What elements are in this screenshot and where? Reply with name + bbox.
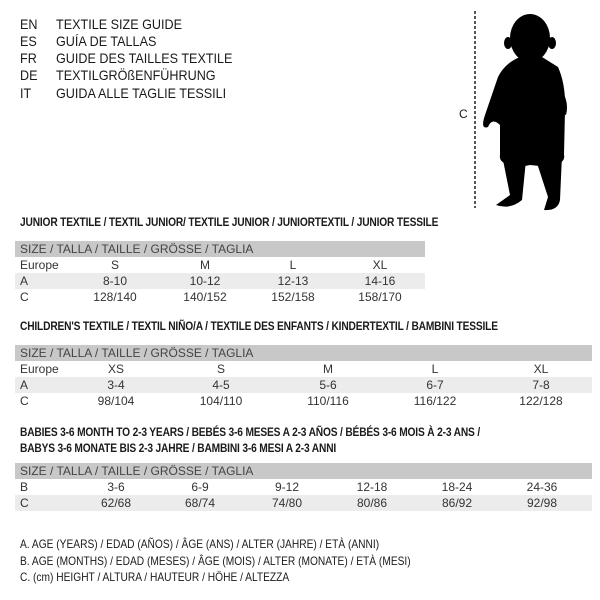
table-cell: 62/68	[100, 496, 132, 510]
table-cell: 158/170	[358, 290, 402, 304]
table-cell: 74/80	[271, 496, 303, 510]
table-cell: 6-7	[426, 378, 444, 392]
table-cell: 152/158	[271, 290, 315, 304]
table-cell: XL	[372, 258, 388, 272]
table-row: A 8-10 10-12 12-13 14-16	[15, 273, 425, 289]
table-cell: 4-5	[212, 378, 230, 392]
table-cell: 12-13	[277, 274, 309, 288]
junior-size-table: SIZE / TALLA / TAILLE / GRÖSSE / TAGLIA …	[15, 241, 425, 305]
table-cell: 92/98	[526, 496, 558, 510]
table-cell: L	[431, 362, 439, 376]
table-row: Europe S M L XL	[15, 257, 425, 273]
table-cell: 68/74	[184, 496, 216, 510]
height-label: C	[459, 107, 468, 121]
table-cell: 110/116	[307, 394, 349, 408]
table-cell: S	[110, 258, 120, 272]
children-size-table: SIZE / TALLA / TAILLE / GRÖSSE / TAGLIA …	[15, 345, 592, 409]
table-cell: 140/152	[183, 290, 227, 304]
table-row: A 3-4 4-5 5-6 6-7 7-8	[15, 377, 592, 393]
junior-title: JUNIOR TEXTILE / TEXTIL JUNIOR/ TEXTILE …	[20, 215, 439, 229]
table-cell: 122/128	[519, 394, 563, 408]
table-cell: 104/110	[199, 394, 243, 408]
row-label: C	[20, 496, 29, 510]
header-es: ES GUÍA DE TALLAS	[20, 33, 157, 49]
legend-b: B. AGE (MONTHS) / EDAD (MESES) / ÂGE (MO…	[20, 554, 411, 568]
table-cell: 7-8	[532, 378, 550, 392]
row-label: B	[20, 480, 29, 494]
row-label: C	[20, 394, 29, 408]
baby-silhouette-icon	[474, 11, 567, 211]
row-label: Europe	[20, 362, 59, 376]
table-header: SIZE / TALLA / TAILLE / GRÖSSE / TAGLIA	[15, 345, 592, 361]
table-row: C 128/140 140/152 152/158 158/170	[15, 289, 425, 305]
row-label: Europe	[20, 258, 59, 272]
table-cell: XL	[533, 362, 549, 376]
legend-c: C. (cm) HEIGHT / ALTURA / HAUTEUR / HÖHE…	[20, 570, 290, 584]
table-cell: 12-18	[356, 480, 388, 494]
babies-title-line2: BABYS 3-6 MONATE BIS 2-3 JAHRE / BAMBINI…	[20, 441, 337, 455]
table-cell: 8-10	[102, 274, 128, 288]
header-fr: FR GUIDE DES TAILLES TEXTILE	[20, 50, 233, 66]
table-cell: 18-24	[441, 480, 473, 494]
table-cell: 80/86	[356, 496, 388, 510]
table-cell: 116/122	[413, 394, 457, 408]
table-cell: M	[200, 258, 210, 272]
table-cell: 10-12	[189, 274, 221, 288]
table-cell: XS	[107, 362, 125, 376]
babies-title-line1: BABIES 3-6 MONTH TO 2-3 YEARS / BEBÉS 3-…	[20, 425, 481, 439]
row-label: A	[20, 274, 29, 288]
table-cell: 6-9	[191, 480, 209, 494]
table-cell: 86/92	[441, 496, 473, 510]
table-header: SIZE / TALLA / TAILLE / GRÖSSE / TAGLIA	[15, 463, 592, 479]
legend-a: A. AGE (YEARS) / EDAD (AÑOS) / ÂGE (ANS)…	[20, 537, 380, 551]
table-cell: 3-6	[107, 480, 125, 494]
header-de: DE TEXTILGRÖßENFÜHRUNG	[20, 67, 216, 83]
header-it: IT GUIDA ALLE TAGLIE TESSILI	[20, 85, 227, 101]
babies-size-table: SIZE / TALLA / TAILLE / GRÖSSE / TAGLIA …	[15, 463, 592, 511]
children-title: CHILDREN'S TEXTILE / TEXTIL NIÑO/A / TEX…	[20, 319, 498, 333]
table-cell: 5-6	[319, 378, 337, 392]
table-cell: 3-4	[107, 378, 125, 392]
table-cell: 14-16	[364, 274, 396, 288]
table-header: SIZE / TALLA / TAILLE / GRÖSSE / TAGLIA	[15, 241, 425, 257]
table-row: C 98/104 104/110 110/116 116/122 122/128	[15, 393, 592, 409]
table-cell: 128/140	[93, 290, 137, 304]
row-label: C	[20, 290, 29, 304]
baby-silhouette	[483, 14, 567, 211]
table-row: Europe XS S M L XL	[15, 361, 592, 377]
table-cell: L	[289, 258, 297, 272]
table-cell: S	[216, 362, 226, 376]
table-cell: 24-36	[526, 480, 558, 494]
row-label: A	[20, 378, 29, 392]
table-cell: 9-12	[274, 480, 300, 494]
table-row: C 62/68 68/74 74/80 80/86 86/92 92/98	[15, 495, 592, 511]
table-row: B 3-6 6-9 9-12 12-18 18-24 24-36	[15, 479, 592, 495]
table-cell: 98/104	[97, 394, 135, 408]
header-en: EN TEXTILE SIZE GUIDE	[20, 16, 183, 32]
table-cell: M	[323, 362, 333, 376]
